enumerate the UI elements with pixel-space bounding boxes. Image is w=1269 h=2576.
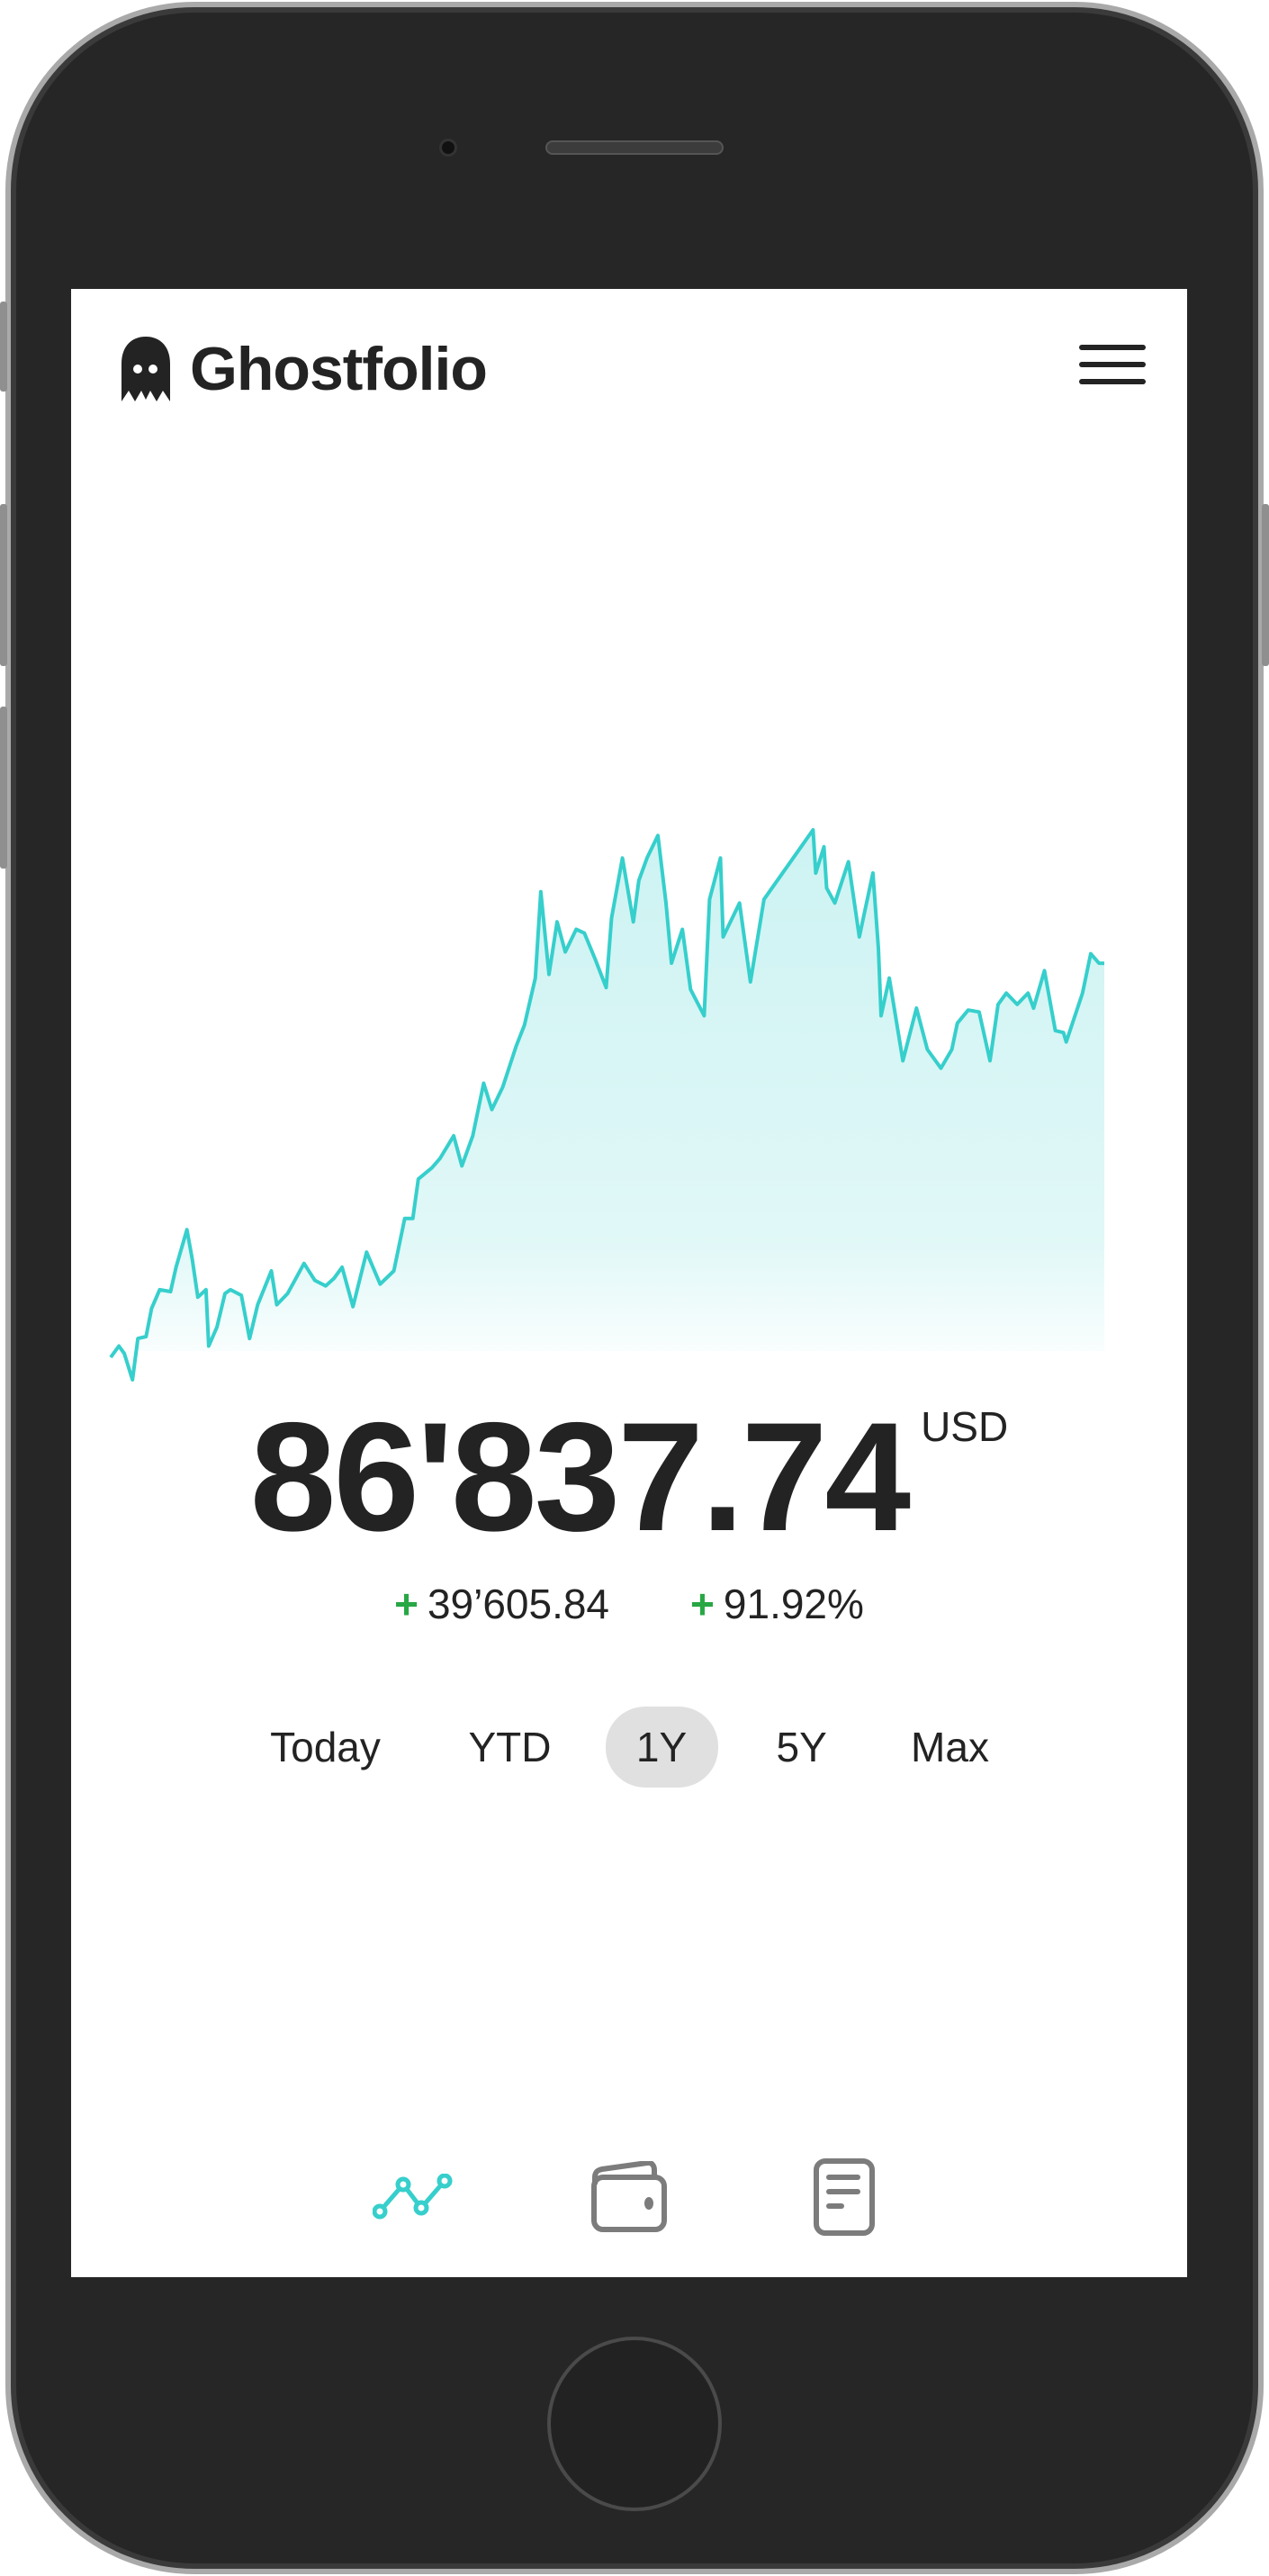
volume-up-button xyxy=(0,504,7,666)
portfolio-performance-chart xyxy=(109,828,1105,1382)
date-range-selector: Today YTD 1Y 5Y Max xyxy=(71,1707,1187,1788)
power-button xyxy=(1262,504,1269,666)
relative-change: +91.92% xyxy=(690,1580,864,1628)
nav-analysis[interactable] xyxy=(360,2143,468,2251)
nav-activities[interactable] xyxy=(790,2143,898,2251)
currency-label: USD xyxy=(921,1403,1009,1450)
wallet-icon xyxy=(591,2161,667,2232)
plus-sign: + xyxy=(690,1581,715,1627)
nav-holdings[interactable] xyxy=(575,2143,683,2251)
absolute-change: +39’605.84 xyxy=(394,1580,609,1628)
bottom-navigation xyxy=(71,2143,1187,2251)
range-today[interactable]: Today xyxy=(270,1724,381,1770)
mute-switch xyxy=(0,302,7,392)
app-title: Ghostfolio xyxy=(190,335,488,403)
volume-down-button xyxy=(0,707,7,869)
hamburger-menu-icon[interactable] xyxy=(1079,345,1146,384)
range-ytd[interactable]: YTD xyxy=(468,1724,552,1770)
total-value: 86'837.74 xyxy=(249,1391,911,1563)
performance-changes: +39’605.84 +91.92% xyxy=(71,1580,1187,1628)
ghost-icon xyxy=(122,337,170,401)
home-button[interactable] xyxy=(547,2337,722,2511)
relative-change-value: 91.92% xyxy=(723,1581,864,1627)
app-screen: Ghostfolio 86'837.74 USD +39’605.84 +91.… xyxy=(71,289,1187,2277)
total-value-block: 86'837.74 USD xyxy=(71,1389,1187,1567)
range-5y[interactable]: 5Y xyxy=(776,1724,827,1770)
range-1y[interactable]: 1Y xyxy=(605,1707,718,1788)
app-logo[interactable]: Ghostfolio xyxy=(120,334,488,404)
chart-series-line xyxy=(109,828,1105,1382)
chart-area-fill xyxy=(111,830,1104,1380)
earpiece-speaker xyxy=(545,140,724,155)
range-max[interactable]: Max xyxy=(911,1724,989,1770)
plus-sign: + xyxy=(394,1581,418,1627)
absolute-change-value: 39’605.84 xyxy=(427,1581,610,1627)
front-camera xyxy=(439,139,457,157)
document-icon xyxy=(814,2158,875,2236)
analysis-chart-icon xyxy=(373,2174,453,2220)
